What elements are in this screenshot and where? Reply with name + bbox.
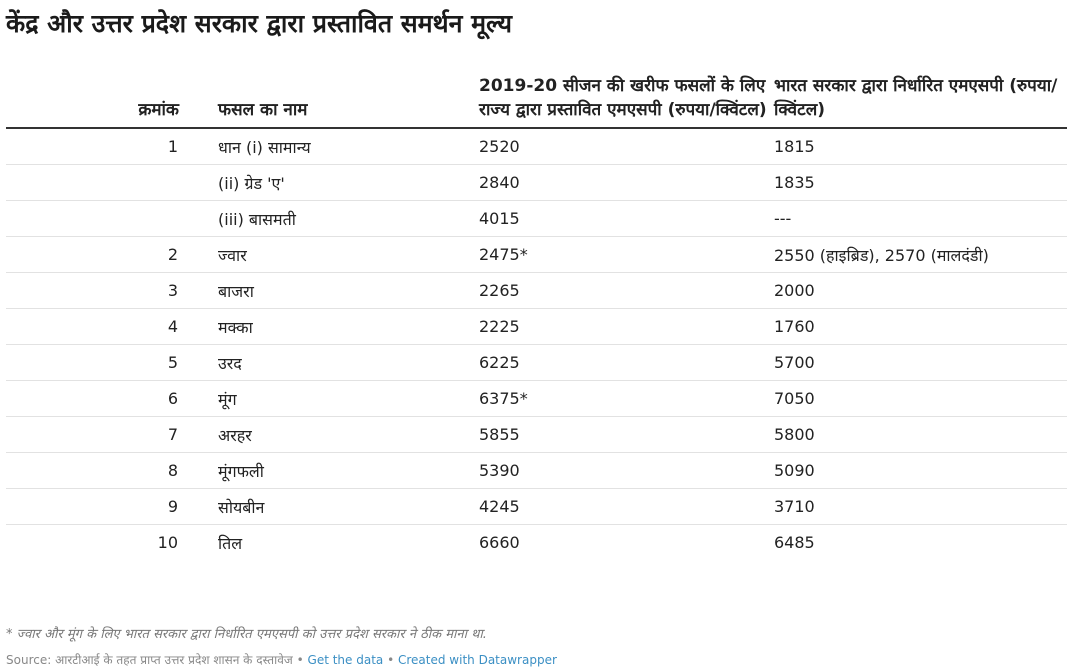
cell-central-msp: 3710 — [774, 488, 1067, 525]
cell-serial: 6 — [6, 380, 180, 417]
cell-crop-name: तिल — [218, 533, 243, 553]
cell-central-msp: 5800 — [774, 416, 1067, 453]
cell-central-msp: 1815 — [774, 128, 1067, 165]
cell-crop-name: (ii) ग्रेड 'ए' — [180, 164, 441, 201]
table-row: 3 बाजरा 2265 2000 — [6, 272, 1067, 309]
table-row: 2 ज्वार 2475* 2550 (हाइब्रिड), 2570 (मालदंड… — [6, 236, 1067, 273]
cell-state-msp: 2475* — [441, 236, 774, 273]
table-body: 1 धान (i) सामान्य 2520 1815 (ii) ग्रेड 'ए' 28… — [6, 128, 1067, 560]
table-row: 4 मक्का 2225 1760 — [6, 308, 1067, 345]
cell-state-msp: 2265 — [441, 272, 774, 309]
source-text: Source: आरटीआई के तहत प्राप्त उत्तर प्रद… — [6, 653, 293, 667]
cell-serial: 5 — [6, 344, 180, 381]
table-header-row: क्रमांक फसल का नाम 2019-20 सीजन की खरीफ … — [6, 74, 1067, 129]
cell-crop-name: सोयबीन — [180, 488, 441, 525]
table-row: 7 अरहर 5855 5800 — [6, 416, 1067, 453]
cell-crop-name: मूंग — [180, 380, 441, 417]
cell-serial: 10 — [157, 533, 178, 552]
cell-central-msp: 1835 — [774, 164, 1067, 201]
cell-state-msp: 6375* — [441, 380, 774, 417]
source-separator: • — [296, 653, 304, 667]
table-row: 6 मूंग 6375* 7050 — [6, 380, 1067, 417]
cell-central-msp: 5700 — [774, 344, 1067, 381]
cell-serial: 8 — [6, 452, 180, 489]
column-header-state-msp: 2019-20 सीजन की खरीफ फसलों के लिए राज्य … — [441, 74, 774, 129]
cell-state-msp: 5855 — [441, 416, 774, 453]
cell-state-msp: 6660 — [479, 533, 520, 552]
cell-state-msp: 4015 — [441, 200, 774, 237]
cell-crop-name: उरद — [180, 344, 441, 381]
cell-state-msp: 2840 — [441, 164, 774, 201]
cell-state-msp: 2225 — [441, 308, 774, 345]
cell-central-msp: --- — [774, 200, 1067, 237]
cell-crop-name: ज्वार — [180, 236, 441, 273]
table-row: 8 मूंगफली 5390 5090 — [6, 452, 1067, 489]
cell-serial: 2 — [6, 236, 180, 273]
source-line: Source: आरटीआई के तहत प्राप्त उत्तर प्रद… — [6, 651, 557, 668]
table-row: 1 धान (i) सामान्य 2520 1815 — [6, 128, 1067, 165]
credit-separator: • — [387, 653, 395, 667]
table-row: 9 सोयबीन 4245 3710 — [6, 488, 1067, 525]
cell-central-msp: 2550 (हाइब्रिड), 2570 (मालदंडी) — [774, 236, 1067, 273]
cell-serial: 1 — [6, 128, 180, 165]
cell-central-msp: 5090 — [774, 452, 1067, 489]
cell-serial: 7 — [6, 416, 180, 453]
table-row: (ii) ग्रेड 'ए' 2840 1835 — [6, 164, 1067, 201]
cell-state-msp: 2520 — [441, 128, 774, 165]
column-header-crop: फसल का नाम — [180, 74, 441, 129]
column-header-central-msp: भारत सरकार द्वारा निर्धारित एमएसपी (रुपय… — [774, 74, 1067, 129]
cell-central-msp: 1760 — [774, 308, 1067, 345]
column-header-serial: क्रमांक — [6, 74, 180, 129]
get-the-data-link[interactable]: Get the data — [307, 653, 384, 667]
cell-serial — [6, 164, 180, 201]
cell-state-msp: 5390 — [441, 452, 774, 489]
cell-central-msp: 7050 — [774, 380, 1067, 417]
footnote: * ज्वार और मूंग के लिए भारत सरकार द्वारा… — [6, 627, 487, 642]
msp-table: क्रमांक फसल का नाम 2019-20 सीजन की खरीफ … — [6, 74, 1067, 560]
cell-state-msp: 6225 — [441, 344, 774, 381]
cell-crop-name: बाजरा — [180, 272, 441, 309]
cell-serial — [6, 200, 180, 237]
datawrapper-credit-link[interactable]: Created with Datawrapper — [398, 653, 557, 667]
cell-crop-name: मूंगफली — [180, 452, 441, 489]
cell-serial: 4 — [6, 308, 180, 345]
table-row: (iii) बासमती 4015 --- — [6, 200, 1067, 237]
table-row: 10 तिल 6660 6485 — [6, 525, 1067, 561]
cell-crop-name: मक्का — [180, 308, 441, 345]
cell-crop-name: धान (i) सामान्य — [180, 128, 441, 165]
cell-serial: 3 — [6, 272, 180, 309]
cell-central-msp: 2000 — [774, 272, 1067, 309]
cell-central-msp: 6485 — [774, 533, 815, 552]
page-title: केंद्र और उत्तर प्रदेश सरकार द्वारा प्रस… — [6, 9, 513, 38]
cell-crop-name: अरहर — [180, 416, 441, 453]
cell-serial: 9 — [6, 488, 180, 525]
table-row: 5 उरद 6225 5700 — [6, 344, 1067, 381]
cell-crop-name: (iii) बासमती — [180, 200, 441, 237]
cell-state-msp: 4245 — [441, 488, 774, 525]
